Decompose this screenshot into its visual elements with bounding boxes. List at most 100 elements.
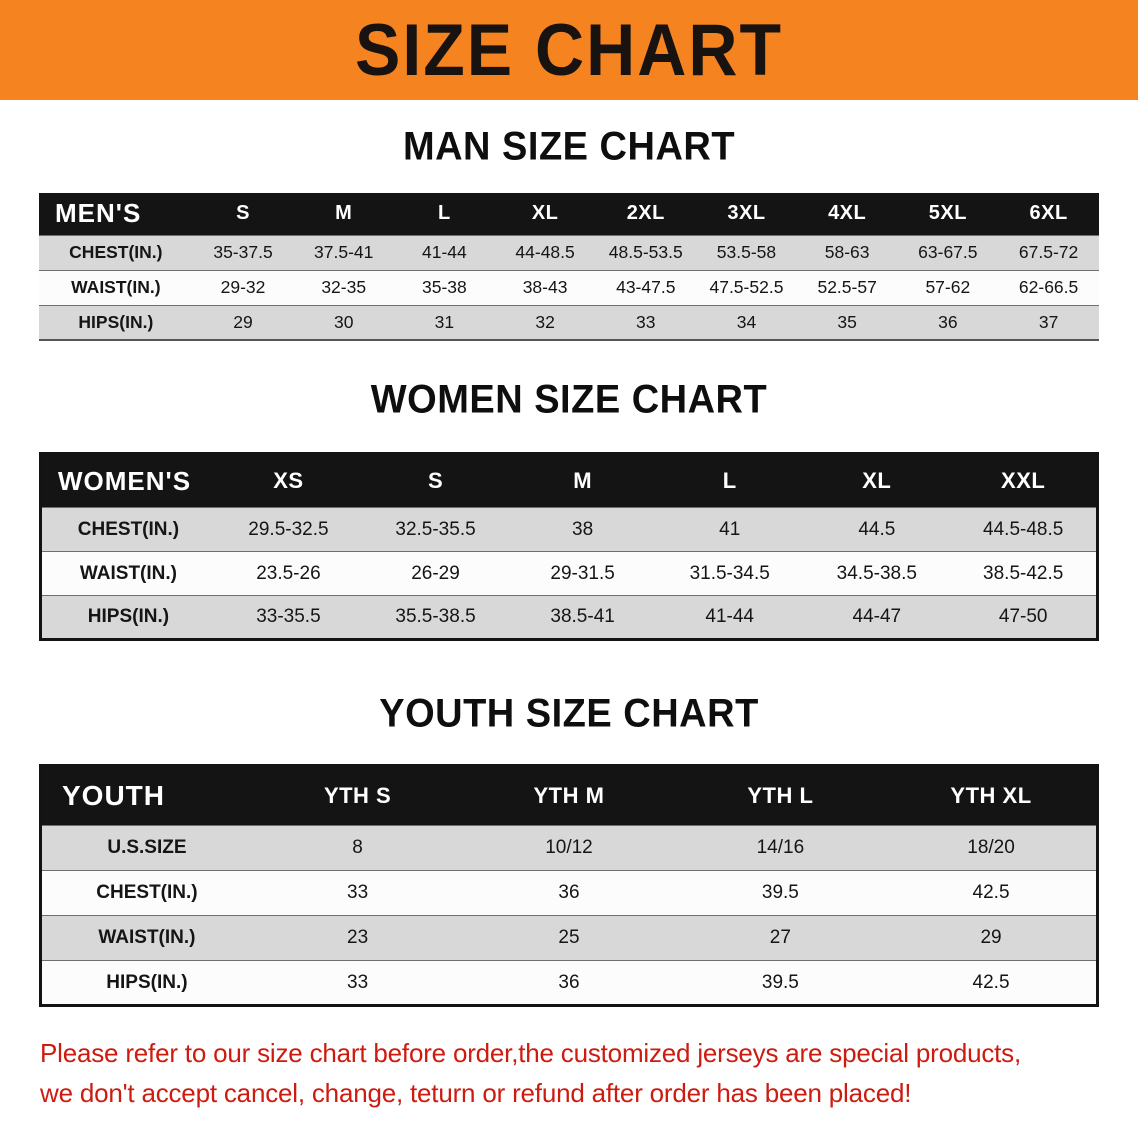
measurement-row: HIPS(IN.) 33-35.5 35.5-38.5 38.5-41 41-44 44-…	[40, 595, 1098, 640]
size-column-header: 5XL	[897, 193, 999, 235]
measurement-value: 48.5-53.5	[595, 234, 697, 270]
measurement-value: 47.5-52.5	[696, 269, 797, 305]
measurement-row: CHEST(IN.) 33 36 39.5 42.5	[40, 870, 1098, 916]
youth-table-title-cell: YOUTH	[40, 765, 252, 826]
measurement-value: 35	[796, 304, 898, 340]
size-column-header: 2XL	[595, 193, 697, 235]
measurement-value: 35-37.5	[192, 234, 294, 270]
measurement-value: 39.5	[674, 870, 887, 916]
measurement-value: 36	[897, 304, 999, 340]
measurement-label: CHEST(IN.)	[39, 234, 193, 270]
measurement-value: 43-47.5	[595, 269, 697, 305]
measurement-label: WAIST(IN.)	[40, 915, 252, 961]
measurement-value: 41-44	[394, 234, 495, 270]
measurement-value: 10/12	[463, 825, 675, 871]
measurement-value: 38.5-41	[509, 595, 657, 640]
women-table-title-cell: WOMEN'S	[40, 453, 215, 508]
size-column-header: 4XL	[796, 193, 898, 235]
measurement-value: 23	[251, 915, 464, 961]
size-column-header: L	[656, 453, 804, 508]
size-column-header: L	[394, 193, 495, 235]
size-column-header: YTH L	[674, 765, 887, 826]
measurement-label: WAIST(IN.)	[40, 551, 215, 596]
measurement-row: WAIST(IN.) 29-32 32-35 35-38 38-43 43-47.5 47.…	[39, 269, 1099, 305]
measurement-row: HIPS(IN.) 33 36 39.5 42.5	[40, 960, 1098, 1006]
measurement-row: U.S.SIZE 8 10/12 14/16 18/20	[40, 825, 1098, 871]
measurement-label: HIPS(IN.)	[40, 960, 252, 1006]
measurement-value: 44.5-48.5	[950, 507, 1098, 552]
measurement-value: 14/16	[674, 825, 887, 871]
youth-size-table: YOUTH YTH S YTH M YTH L YTH XL U.S.SIZE 8 10/12…	[39, 764, 1099, 1007]
measurement-value: 37	[998, 304, 1099, 340]
measurement-value: 67.5-72	[998, 234, 1099, 270]
measurement-label: HIPS(IN.)	[40, 595, 215, 640]
size-chart-sections: MAN SIZE CHART MEN'S S M L XL 2XL 3XL 4XL 5XL 6XL C…	[0, 124, 1138, 1007]
measurement-value: 36	[463, 960, 675, 1006]
size-column-header: XL	[803, 453, 951, 508]
men-size-table: MEN'S S M L XL 2XL 3XL 4XL 5XL 6XL CHEST(IN.) 35-37…	[39, 193, 1099, 341]
women-header-row: WOMEN'S XS S M L XL XXL	[40, 453, 1098, 508]
youth-header-row: YOUTH YTH S YTH M YTH L YTH XL	[40, 765, 1098, 826]
measurement-value: 62-66.5	[998, 269, 1099, 305]
measurement-value: 27	[674, 915, 887, 961]
measurement-value: 63-67.5	[897, 234, 999, 270]
measurement-value: 35-38	[394, 269, 495, 305]
measurement-value: 58-63	[796, 234, 898, 270]
measurement-value: 38.5-42.5	[950, 551, 1098, 596]
section-heading-men: MAN SIZE CHART	[402, 124, 736, 170]
measurement-value: 41	[656, 507, 804, 552]
size-column-header: 3XL	[696, 193, 797, 235]
order-notice: Please refer to our size chart before or…	[40, 1033, 1120, 1114]
measurement-row: CHEST(IN.) 29.5-32.5 32.5-35.5 38 41 44.5 44.5…	[40, 507, 1098, 552]
measurement-value: 47-50	[950, 595, 1098, 640]
measurement-label: U.S.SIZE	[40, 825, 252, 871]
measurement-row: CHEST(IN.) 35-37.5 37.5-41 41-44 44-48.5 48.5…	[39, 234, 1099, 270]
measurement-value: 29	[192, 304, 294, 340]
measurement-value: 30	[293, 304, 395, 340]
measurement-value: 39.5	[674, 960, 887, 1006]
measurement-value: 37.5-41	[293, 234, 395, 270]
measurement-label: HIPS(IN.)	[39, 304, 193, 340]
measurement-value: 31	[394, 304, 495, 340]
measurement-value: 29-32	[192, 269, 294, 305]
size-column-header: XS	[214, 453, 362, 508]
section-heading-women: WOMEN SIZE CHART	[370, 377, 768, 423]
measurement-value: 44-47	[803, 595, 951, 640]
measurement-value: 29-31.5	[509, 551, 657, 596]
measurement-value: 38	[509, 507, 657, 552]
size-chart-banner: SIZE CHART	[0, 0, 1138, 100]
measurement-value: 29	[886, 915, 1098, 961]
measurement-row: HIPS(IN.) 29 30 31 32 33 34 35 36 37	[39, 304, 1099, 340]
measurement-value: 36	[463, 870, 675, 916]
measurement-value: 44.5	[803, 507, 951, 552]
size-column-header: YTH XL	[886, 765, 1098, 826]
size-column-header: M	[293, 193, 395, 235]
measurement-value: 25	[463, 915, 675, 961]
measurement-value: 41-44	[656, 595, 804, 640]
measurement-value: 29.5-32.5	[214, 507, 362, 552]
measurement-label: CHEST(IN.)	[40, 507, 215, 552]
measurement-value: 57-62	[897, 269, 999, 305]
size-column-header: S	[361, 453, 510, 508]
measurement-value: 26-29	[361, 551, 510, 596]
measurement-value: 33	[251, 960, 464, 1006]
section-heading-youth: YOUTH SIZE CHART	[379, 691, 759, 737]
measurement-value: 34.5-38.5	[803, 551, 951, 596]
women-size-table: WOMEN'S XS S M L XL XXL CHEST(IN.) 29.5-32.5 32.5…	[39, 452, 1099, 641]
measurement-value: 53.5-58	[696, 234, 797, 270]
order-notice-line-2: we don't accept cancel, change, teturn o…	[40, 1078, 912, 1109]
size-column-header: YTH S	[251, 765, 464, 826]
measurement-value: 32	[494, 304, 596, 340]
measurement-value: 42.5	[886, 870, 1098, 916]
measurement-label: WAIST(IN.)	[39, 269, 193, 305]
men-table-title-cell: MEN'S	[39, 193, 193, 235]
measurement-value: 33	[251, 870, 464, 916]
measurement-value: 34	[696, 304, 797, 340]
measurement-value: 52.5-57	[796, 269, 898, 305]
measurement-label: CHEST(IN.)	[40, 870, 252, 916]
size-column-header: XL	[494, 193, 596, 235]
size-column-header: S	[192, 193, 294, 235]
measurement-value: 42.5	[886, 960, 1098, 1006]
measurement-row: WAIST(IN.) 23.5-26 26-29 29-31.5 31.5-34.5 34…	[40, 551, 1098, 596]
size-column-header: XXL	[950, 453, 1098, 508]
